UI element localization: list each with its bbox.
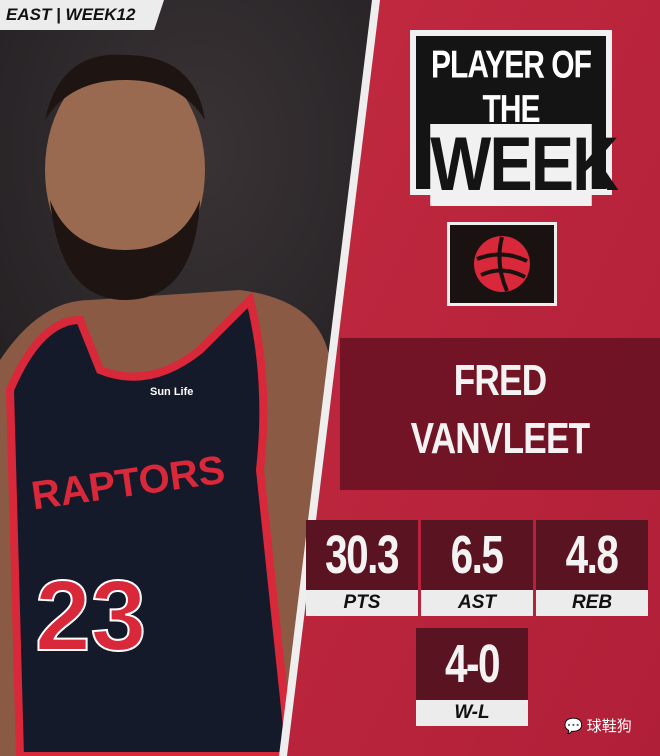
stat-value: 6.5 <box>451 525 504 585</box>
stat-value: 30.3 <box>325 525 400 585</box>
stat-label: REB <box>536 590 648 616</box>
conference-week-label: EAST | WEEK12 <box>0 0 164 30</box>
record-label: W-L <box>416 700 528 726</box>
last-name: VANVLEET <box>410 414 591 463</box>
stat-reb: 4.8 REB <box>536 520 648 616</box>
stat-ast: 6.5 AST <box>421 520 533 616</box>
player-of-the-week-title: PLAYER OF THE WEEK <box>410 30 619 206</box>
player-illustration: Sun Life RAPTORS 23 <box>0 60 330 756</box>
team-logo <box>447 222 557 306</box>
title-line2: WEEK <box>430 122 619 207</box>
title-line1: PLAYER OF THE <box>431 43 592 131</box>
sponsor-text: Sun Life <box>150 386 193 398</box>
stat-label: AST <box>421 590 533 616</box>
wechat-icon: 💬 <box>564 716 583 735</box>
player-name: FRED VANVLEET <box>340 338 660 490</box>
jersey-number: 23 <box>35 560 146 672</box>
first-name: FRED <box>453 356 547 405</box>
watermark-text: 球鞋狗 <box>586 717 632 735</box>
stat-label: PTS <box>306 590 418 616</box>
raptors-basketball-logo-icon <box>474 236 530 292</box>
stat-value: 4.8 <box>566 525 619 585</box>
stat-record: 4-0 W-L <box>416 628 528 726</box>
watermark: 💬 球鞋狗 <box>564 715 632 736</box>
record-value: 4-0 <box>444 634 501 694</box>
stat-pts: 30.3 PTS <box>306 520 418 616</box>
